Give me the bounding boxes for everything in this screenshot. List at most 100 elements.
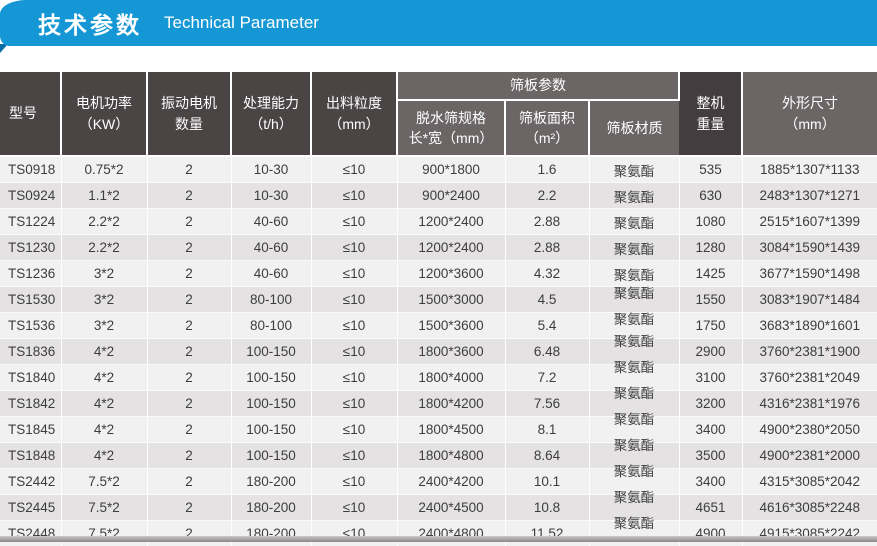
model-cell: TS0918 bbox=[0, 156, 61, 183]
motor-power-cell: 4*2 bbox=[61, 365, 147, 391]
particle-size-cell: ≤10 bbox=[311, 339, 397, 365]
motor-power-cell: 4*2 bbox=[61, 339, 147, 365]
machine-weight-cell: 1425 bbox=[679, 261, 742, 287]
screen-area-cell: 11.52 bbox=[505, 521, 589, 546]
screen-area-cell: 1.6 bbox=[505, 156, 589, 183]
capacity-cell: 80-100 bbox=[231, 313, 311, 339]
motor-power-cell: 4*2 bbox=[61, 443, 147, 469]
screen-size-cell: 1800*4500 bbox=[397, 417, 505, 443]
section-title-chinese: 技术参数 bbox=[38, 6, 142, 40]
motor-count-cell: 2 bbox=[147, 235, 231, 261]
motor-power-cell: 4*2 bbox=[61, 391, 147, 417]
machine-weight-cell: 3400 bbox=[679, 417, 742, 443]
machine-weight-cell: 1080 bbox=[679, 209, 742, 235]
particle-size-cell: ≤10 bbox=[311, 521, 397, 546]
machine-weight-cell: 1750 bbox=[679, 313, 742, 339]
machine-weight-cell: 535 bbox=[679, 156, 742, 183]
col-header-dimensions: 外形尺寸 （mm） bbox=[742, 72, 877, 156]
dimensions-cell: 2515*1607*1399 bbox=[742, 209, 877, 235]
dimensions-cell: 4915*3085*2242 bbox=[742, 521, 877, 546]
screen-material-text: 聚氨酯 bbox=[614, 460, 655, 480]
screen-size-cell: 900*2400 bbox=[397, 183, 505, 209]
dimensions-cell: 4315*3085*2042 bbox=[742, 469, 877, 495]
machine-weight-cell: 3100 bbox=[679, 365, 742, 391]
dimensions-cell: 4316*2381*1976 bbox=[742, 391, 877, 417]
machine-weight-cell: 3400 bbox=[679, 469, 742, 495]
motor-count-cell: 2 bbox=[147, 443, 231, 469]
dimensions-cell: 3683*1890*1601 bbox=[742, 313, 877, 339]
particle-size-cell: ≤10 bbox=[311, 443, 397, 469]
screen-size-cell: 1800*4800 bbox=[397, 443, 505, 469]
screen-area-cell: 8.64 bbox=[505, 443, 589, 469]
dimensions-cell: 3760*2381*1900 bbox=[742, 339, 877, 365]
dimensions-cell: 3760*2381*2049 bbox=[742, 365, 877, 391]
screen-area-cell: 7.2 bbox=[505, 365, 589, 391]
model-cell: TS1842 bbox=[0, 391, 61, 417]
screen-area-cell: 7.56 bbox=[505, 391, 589, 417]
col-header-machine-weight: 整机 重量 bbox=[679, 72, 742, 156]
model-cell: TS1530 bbox=[0, 287, 61, 313]
screen-size-cell: 900*1800 bbox=[397, 156, 505, 183]
machine-weight-cell: 4900 bbox=[679, 521, 742, 546]
motor-count-cell: 2 bbox=[147, 391, 231, 417]
machine-weight-cell: 1550 bbox=[679, 287, 742, 313]
screen-material-text: 聚氨酯 bbox=[614, 434, 655, 454]
screen-size-cell: 2400*4800 bbox=[397, 521, 505, 546]
screen-area-cell: 4.32 bbox=[505, 261, 589, 287]
screen-material-text: 聚氨酯 bbox=[614, 356, 655, 376]
screen-material-cell: 聚氨酯 bbox=[589, 156, 679, 183]
machine-weight-cell: 3500 bbox=[679, 443, 742, 469]
section-banner: 技术参数 Technical Parameter bbox=[0, 0, 877, 46]
screen-area-cell: 6.48 bbox=[505, 339, 589, 365]
particle-size-cell: ≤10 bbox=[311, 287, 397, 313]
model-cell: TS1840 bbox=[0, 365, 61, 391]
model-cell: TS1848 bbox=[0, 443, 61, 469]
col-header-model: 型号 bbox=[0, 72, 61, 156]
dimensions-cell: 4900*2380*2050 bbox=[742, 417, 877, 443]
screen-size-cell: 1800*4200 bbox=[397, 391, 505, 417]
capacity-cell: 10-30 bbox=[231, 156, 311, 183]
particle-size-cell: ≤10 bbox=[311, 313, 397, 339]
screen-area-cell: 8.1 bbox=[505, 417, 589, 443]
motor-power-cell: 2.2*2 bbox=[61, 235, 147, 261]
dimensions-cell: 1885*1307*1133 bbox=[742, 156, 877, 183]
screen-material-text: 聚氨酯 bbox=[614, 408, 655, 428]
capacity-cell: 80-100 bbox=[231, 287, 311, 313]
col-header-screen-material: 筛板材质 bbox=[589, 100, 679, 156]
capacity-cell: 100-150 bbox=[231, 391, 311, 417]
screen-material-cell: 聚氨酯 bbox=[589, 521, 679, 546]
machine-weight-cell: 1280 bbox=[679, 235, 742, 261]
col-header-screen-size: 脱水筛规格 长*宽（mm） bbox=[397, 100, 505, 156]
model-cell: TS1536 bbox=[0, 313, 61, 339]
screen-size-cell: 2400*4500 bbox=[397, 495, 505, 521]
dimensions-cell: 3084*1590*1439 bbox=[742, 235, 877, 261]
screen-material-text: 聚氨酯 bbox=[614, 212, 655, 232]
col-header-particle-size: 出料粒度 （mm） bbox=[311, 72, 397, 156]
capacity-cell: 180-200 bbox=[231, 469, 311, 495]
screen-material-text: 聚氨酯 bbox=[614, 330, 655, 350]
capacity-cell: 100-150 bbox=[231, 365, 311, 391]
motor-count-cell: 2 bbox=[147, 495, 231, 521]
screen-size-cell: 1200*2400 bbox=[397, 235, 505, 261]
dimensions-cell: 2483*1307*1271 bbox=[742, 183, 877, 209]
capacity-cell: 40-60 bbox=[231, 235, 311, 261]
capacity-cell: 180-200 bbox=[231, 521, 311, 546]
motor-count-cell: 2 bbox=[147, 339, 231, 365]
header-row-group: 型号 电机功率 （KW） 振动电机 数量 处理能力 （t/h） 出料粒度 （mm… bbox=[0, 72, 877, 100]
screen-size-cell: 1200*2400 bbox=[397, 209, 505, 235]
capacity-cell: 40-60 bbox=[231, 261, 311, 287]
dimensions-cell: 3083*1907*1484 bbox=[742, 287, 877, 313]
capacity-cell: 100-150 bbox=[231, 417, 311, 443]
screen-size-cell: 1800*4000 bbox=[397, 365, 505, 391]
capacity-cell: 100-150 bbox=[231, 339, 311, 365]
